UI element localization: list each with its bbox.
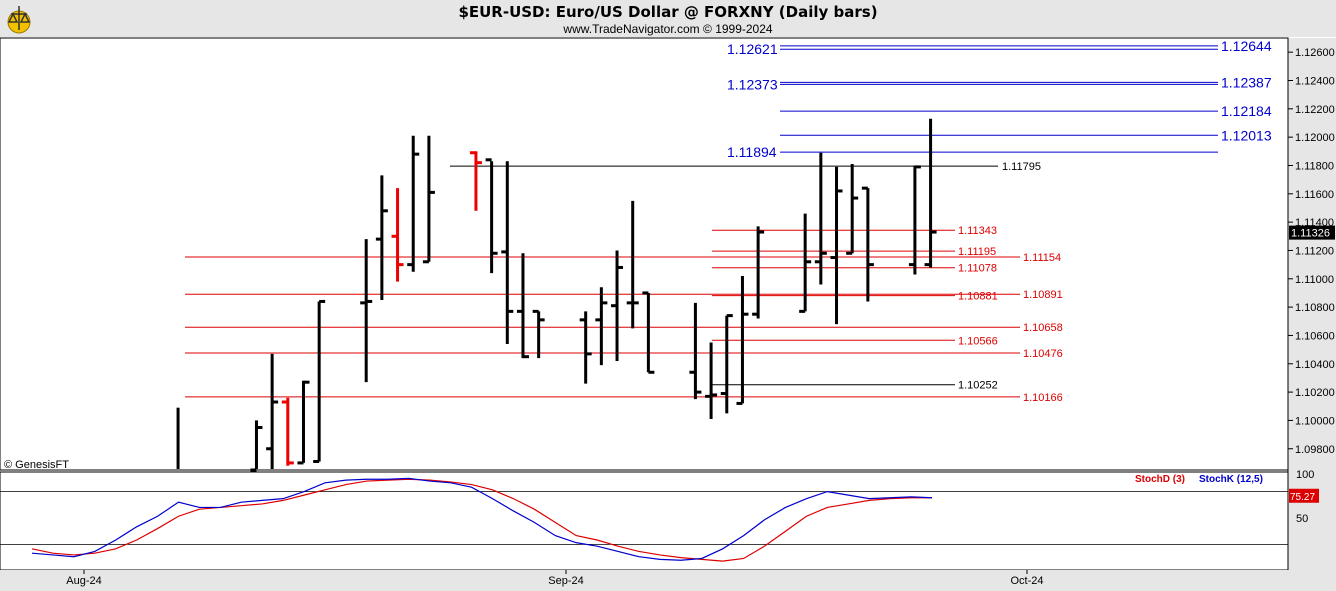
- ohlc-bar[interactable]: [501, 161, 514, 344]
- level-label: 1.12644: [1221, 38, 1272, 54]
- level-label: 1.11894: [727, 144, 777, 160]
- chart-title: $EUR-USD: Euro/US Dollar @ FORXNY (Daily…: [458, 3, 878, 21]
- stoch-tick-label: 100: [1296, 469, 1314, 481]
- ohlc-bar[interactable]: [516, 253, 529, 359]
- ohlc-bar[interactable]: [313, 299, 326, 464]
- price-tick-label: 1.11000: [1295, 274, 1334, 286]
- ohlc-bar[interactable]: [626, 200, 639, 329]
- level-label: 1.12373: [727, 76, 778, 92]
- ohlc-bar[interactable]: [861, 186, 874, 302]
- price-tick-label: 1.11600: [1295, 189, 1334, 201]
- ohlc-bar[interactable]: [705, 342, 718, 420]
- axes: 1.12600 1.12400 1.12200 1.12000 1.11800 1.116…: [0, 38, 1336, 591]
- level-label: 1.10476: [1023, 348, 1063, 360]
- ohlc-bar[interactable]: [579, 311, 592, 384]
- level-label: 1.10252: [958, 380, 998, 392]
- ohlc-bar[interactable]: [924, 118, 937, 268]
- ohlc-bar[interactable]: [595, 287, 608, 366]
- price-tick-label: 1.12400: [1295, 75, 1335, 87]
- stoch-last-value-box: [1289, 488, 1319, 503]
- level-label: 1.12184: [1221, 103, 1272, 119]
- price-tick-label: 1.10400: [1295, 359, 1335, 371]
- stoch-legend-entry: StochD (3): [1135, 474, 1185, 485]
- ohlc-bar[interactable]: [642, 291, 655, 374]
- level-label: 1.12387: [1221, 74, 1272, 90]
- ohlc-bar[interactable]: [532, 309, 545, 359]
- ohlc-bar[interactable]: [422, 135, 435, 264]
- last-price-label: 1.11326: [1291, 228, 1330, 240]
- ohlc-bar[interactable]: [908, 165, 921, 275]
- level-label: 1.12621: [727, 41, 778, 57]
- ohlc-bar[interactable]: [736, 275, 749, 405]
- level-label: 1.10566: [958, 335, 998, 347]
- price-tick-label: 1.10600: [1295, 330, 1335, 342]
- ohlc-bar[interactable]: [485, 158, 498, 274]
- price-panel: 1.12644 1.12621 1.12387 1.12373 1.12184 1.120…: [0, 37, 1289, 522]
- price-tick-label: 1.11200: [1295, 245, 1334, 257]
- ohlc-bar[interactable]: [846, 164, 859, 255]
- ohlc-bar[interactable]: [375, 175, 388, 301]
- ohlc-bar[interactable]: [391, 188, 404, 282]
- ohlc-bar[interactable]: [407, 135, 420, 272]
- ohlc-bar[interactable]: [814, 152, 827, 285]
- stoch-legend-entry: StochK (12,5): [1199, 474, 1263, 485]
- ohlc-bar[interactable]: [297, 380, 310, 465]
- level-label: 1.12013: [1221, 127, 1272, 143]
- trade-navigator-logo-icon: [7, 6, 31, 34]
- level-label: 1.10166: [1023, 392, 1063, 404]
- ohlc-bar[interactable]: [611, 250, 624, 361]
- level-label: 1.11795: [1002, 161, 1041, 173]
- x-axis-label: Oct-24: [1010, 575, 1043, 587]
- ohlc-bar[interactable]: [799, 213, 812, 313]
- price-tick-label: 1.10800: [1295, 302, 1335, 314]
- level-label: 1.10891: [1023, 289, 1063, 301]
- level-label: 1.10658: [1023, 322, 1063, 334]
- price-tick-label: 1.12600: [1295, 47, 1335, 59]
- ohlc-bar[interactable]: [360, 239, 373, 383]
- chart-subtitle: www.TradeNavigator.com © 1999-2024: [563, 22, 773, 36]
- ohlc-bar[interactable]: [720, 314, 733, 414]
- x-axis-label: Sep-24: [548, 575, 583, 587]
- ohlc-bar[interactable]: [250, 420, 263, 472]
- price-tick-label: 1.10200: [1295, 387, 1335, 399]
- ohlc-bar[interactable]: [752, 226, 765, 319]
- stochastic-panel: StochD (3) StochK (12,5): [0, 471, 1289, 571]
- ohlc-bar[interactable]: [830, 166, 843, 325]
- genesisft-watermark: © GenesisFT: [4, 459, 69, 471]
- stoch-tick-label: 50: [1296, 513, 1308, 525]
- x-axis-label: Aug-24: [66, 575, 101, 587]
- price-tick-label: 1.10000: [1295, 415, 1335, 427]
- stoch-series-line: [31, 477, 933, 561]
- title-bar: [0, 0, 1336, 37]
- price-tick-label: 1.12200: [1295, 104, 1335, 116]
- price-tick-label: 1.12000: [1295, 132, 1335, 144]
- level-label: 1.11195: [958, 246, 996, 258]
- stoch-last-value-label: 75.27: [1290, 492, 1315, 503]
- level-label: 1.11343: [958, 225, 997, 237]
- last-price-box: [1289, 225, 1335, 240]
- ohlc-bar[interactable]: [266, 353, 279, 469]
- level-label: 1.11154: [1023, 252, 1061, 264]
- ohlc-bar[interactable]: [281, 397, 294, 466]
- level-label: 1.11078: [958, 263, 997, 275]
- price-tick-label: 1.09800: [1295, 444, 1335, 456]
- price-tick-label: 1.11800: [1295, 160, 1334, 172]
- ohlc-bar[interactable]: [469, 151, 482, 211]
- ohlc-bar[interactable]: [689, 302, 702, 400]
- stoch-series-line: [31, 478, 932, 562]
- level-label: 1.10881: [958, 291, 998, 303]
